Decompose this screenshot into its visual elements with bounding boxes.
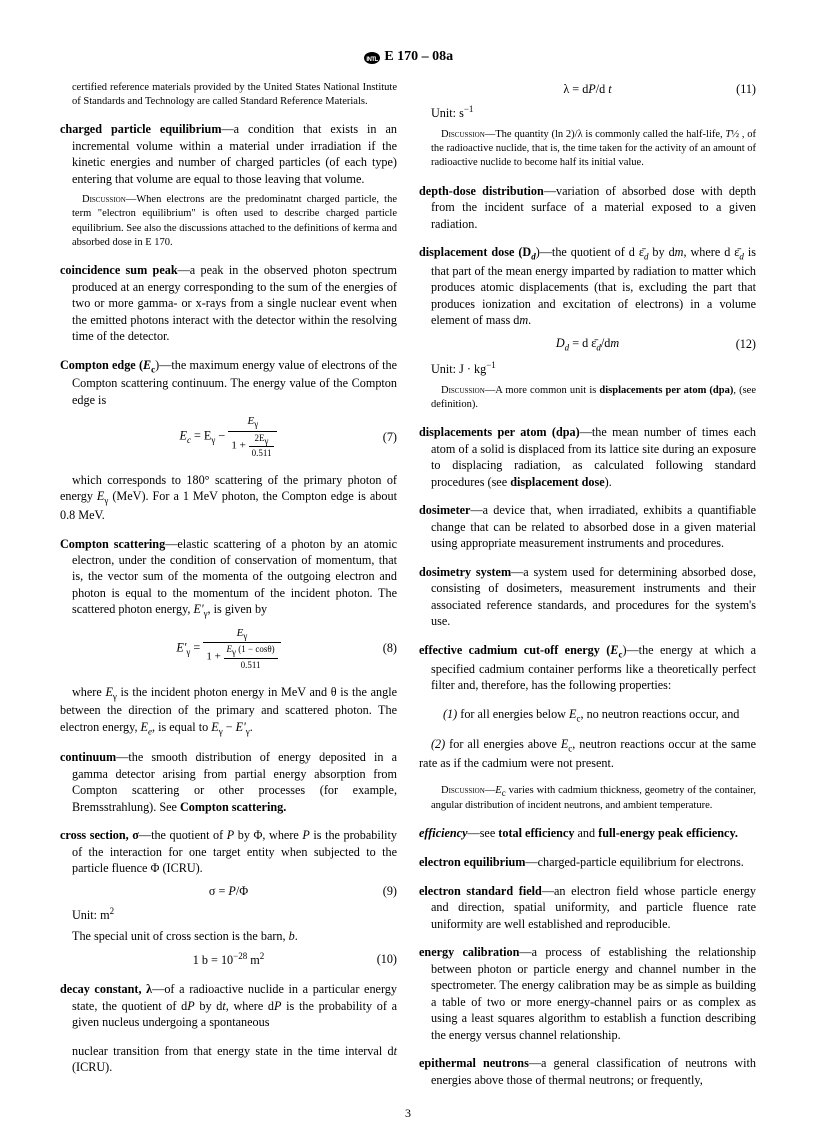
cross-section-barn: The special unit of cross section is the…	[60, 928, 397, 944]
content-columns: certified reference materials provided b…	[60, 81, 756, 1089]
coincidence-sum-peak: coincidence sum peak—a peak in the obser…	[60, 262, 397, 344]
equation-11: λ = dP/d t (11)	[419, 81, 756, 97]
decay-constant-unit: Unit: s−1	[419, 103, 756, 122]
svg-text:INTL: INTL	[366, 57, 378, 63]
cross-section-unit: Unit: m2	[60, 905, 397, 924]
page-number: 3	[60, 1105, 756, 1121]
ecc-1: (1) for all energies below Ec, no neutro…	[419, 706, 756, 725]
decay-constant-discussion: Discussion—The quantity (ln 2)/λ is comm…	[431, 128, 756, 171]
decay-constant: decay constant, λ—of a radioactive nucli…	[60, 981, 397, 1030]
electron-standard-field: electron standard field—an electron fiel…	[419, 883, 756, 932]
displacement-dose: displacement dose (Dd)—the quotient of d…	[419, 244, 756, 328]
compton-scattering-cont: where Eγ is the incident photon energy i…	[60, 684, 397, 738]
dosimetry-system: dosimetry system—a system used for deter…	[419, 564, 756, 630]
dosimeter: dosimeter—a device that, when irradiated…	[419, 502, 756, 551]
decay-constant-cont: nuclear transition from that energy stat…	[60, 1043, 397, 1076]
displacement-dose-discussion: Discussion—A more common unit is displac…	[431, 384, 756, 412]
displacement-dose-unit: Unit: J · kg−1	[419, 359, 756, 378]
equation-9: σ = P/Φ (9)	[60, 883, 397, 899]
equation-12: Dd = d ε̄d/dm (12)	[419, 335, 756, 354]
equation-10: 1 b = 10−28 m2 (10)	[60, 950, 397, 969]
designation: E 170 – 08a	[384, 49, 453, 64]
page-header: INTL E 170 – 08a	[60, 48, 756, 67]
crm-discussion: certified reference materials provided b…	[72, 81, 397, 109]
charged-particle-equilibrium: charged particle equilibrium—a condition…	[60, 121, 397, 187]
equation-7: Ec = Eγ − Eγ1 + 2Eγ0.511 (7)	[60, 414, 397, 459]
energy-calibration: energy calibration—a process of establis…	[419, 944, 756, 1043]
compton-scattering: Compton scattering—elastic scattering of…	[60, 536, 397, 620]
ecc-discussion: Discussion—Ec varies with cadmium thickn…	[431, 784, 756, 813]
equation-8: E'γ = Eγ1 + Eγ (1 − cosθ)0.511 (8)	[60, 626, 397, 671]
continuum: continuum—the smooth distribution of ene…	[60, 749, 397, 815]
cross-section: cross section, σ—the quotient of P by Φ,…	[60, 827, 397, 876]
compton-edge: Compton edge (Ec)—the maximum energy val…	[60, 357, 397, 409]
astm-logo: INTL	[363, 48, 381, 66]
cpe-discussion: Discussion—When electrons are the predom…	[72, 193, 397, 250]
electron-equilibrium: electron equilibrium—charged-particle eq…	[419, 854, 756, 870]
depth-dose: depth-dose distribution—variation of abs…	[419, 183, 756, 232]
effective-cadmium-cutoff: effective cadmium cut-off energy (Ec)—th…	[419, 642, 756, 694]
epithermal-neutrons: epithermal neutrons—a general classifica…	[419, 1055, 756, 1088]
compton-edge-cont: which corresponds to 180° scattering of …	[60, 472, 397, 524]
efficiency: efficiency—see total efficiency and full…	[419, 825, 756, 841]
dpa: displacements per atom (dpa)—the mean nu…	[419, 424, 756, 490]
ecc-2: (2) for all energies above Ec, neutron r…	[419, 736, 756, 771]
